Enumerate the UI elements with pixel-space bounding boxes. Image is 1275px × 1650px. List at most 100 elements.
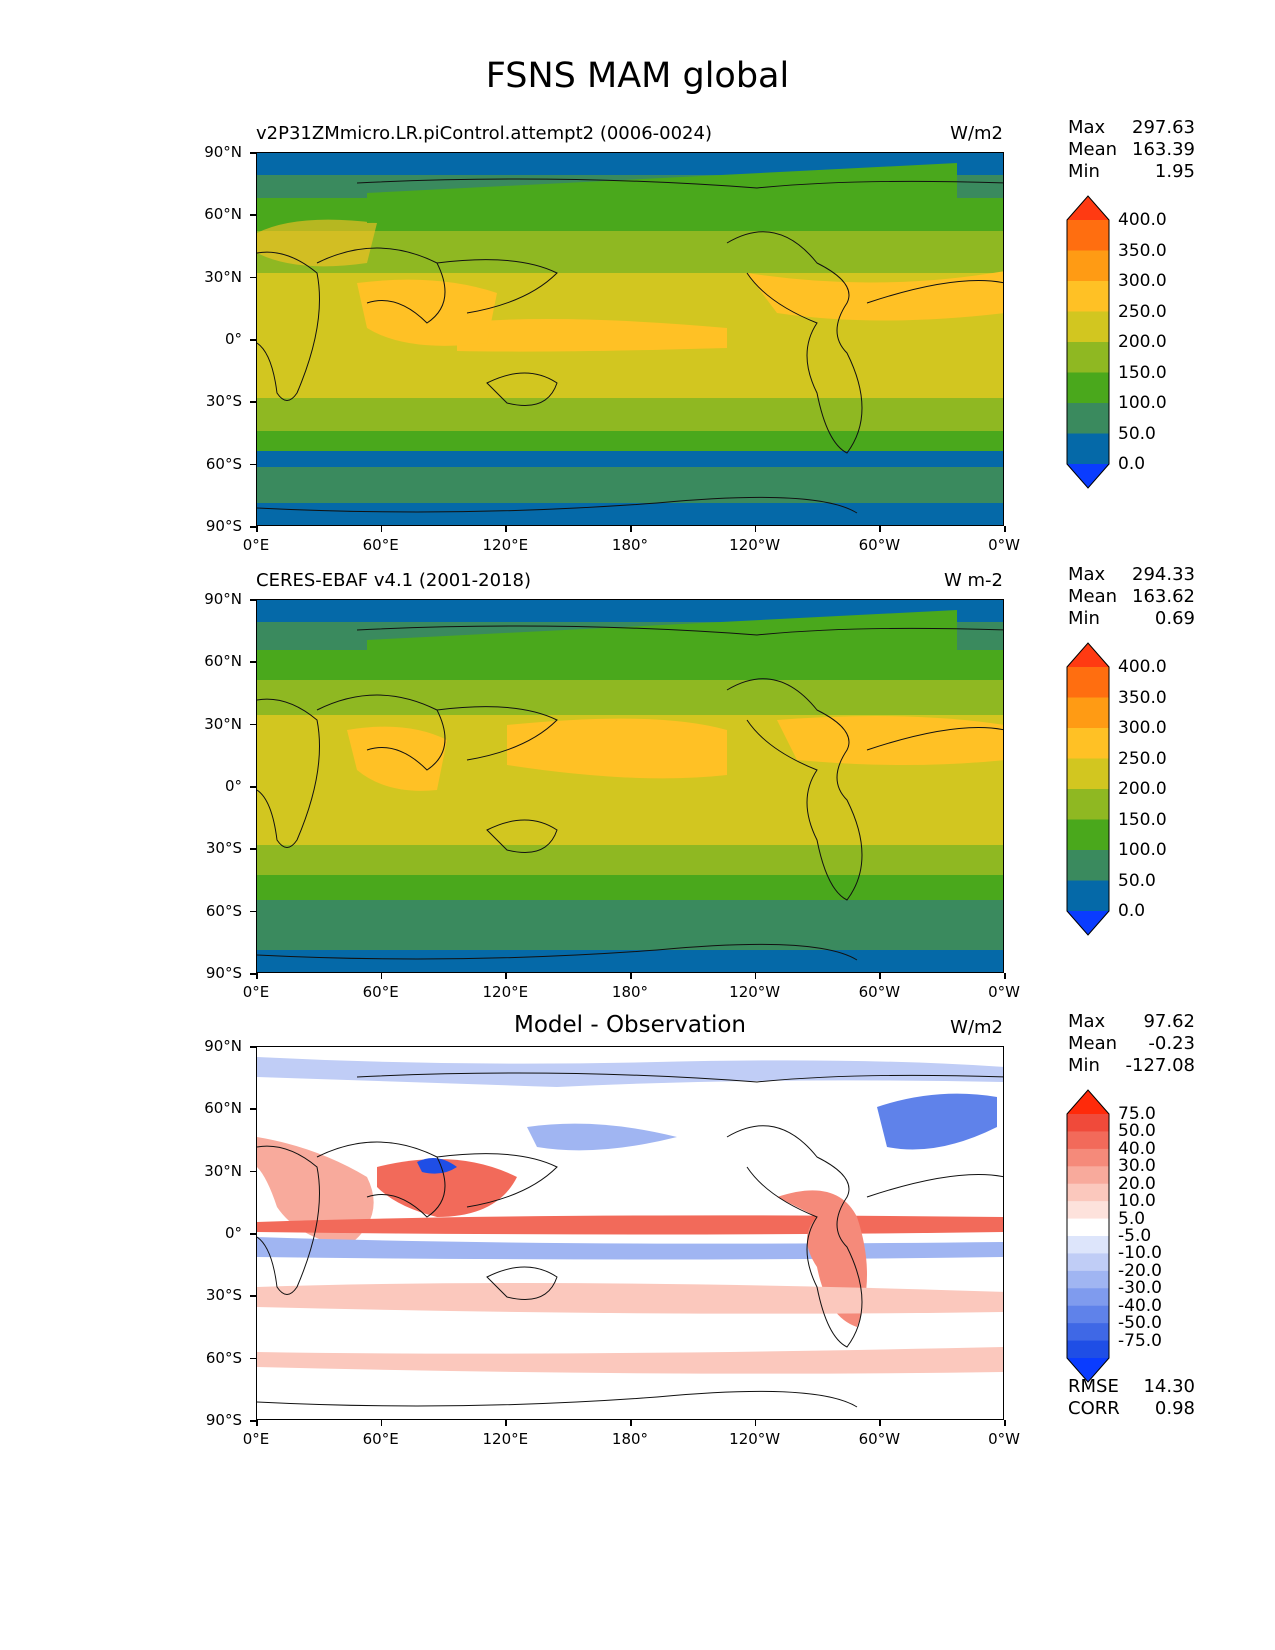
- lon-tick-mark: [380, 526, 383, 532]
- diff-tibet-negative: [417, 1158, 457, 1174]
- lon-tick-mark: [505, 1420, 507, 1426]
- lat-tick-mark: [250, 152, 256, 154]
- colorbar: [1066, 642, 1110, 936]
- diff-southern-ocean-positive: [257, 1347, 1003, 1374]
- colorbar-swatch: [1067, 1131, 1109, 1150]
- lon-tick-mark: [1004, 973, 1006, 979]
- lat-tick-label: 90°S: [205, 1411, 242, 1429]
- lat-tick-label: 30°N: [204, 267, 242, 286]
- colorbar-tick-label: 10.0: [1118, 1191, 1156, 1212]
- stat-label: RMSE: [1068, 1376, 1119, 1397]
- colorbar-tick-label: -40.0: [1118, 1295, 1162, 1316]
- figure-title: FSNS MAM global: [485, 56, 790, 96]
- colorbar-extend-top: [1067, 196, 1109, 220]
- region-north-land: [367, 610, 957, 670]
- stat-label: Mean: [1068, 1033, 1118, 1054]
- lon-tick-label: 60°E: [362, 983, 399, 1001]
- colorbar-swatch: [1067, 250, 1109, 282]
- lat-tick-mark: [250, 723, 256, 726]
- stat-label: Min: [1068, 608, 1100, 629]
- lon-tick-label: 0°E: [242, 983, 270, 1001]
- lon-tick-label: 180°: [611, 983, 649, 1001]
- lat-tick-mark: [250, 276, 256, 279]
- stats-block: Max 297.63 Mean 163.39 Min 1.95: [1068, 117, 1195, 183]
- lon-tick-mark: [879, 973, 881, 979]
- stat-label: Mean: [1068, 139, 1118, 160]
- colorbar-tick-label: 250.0: [1118, 301, 1167, 322]
- lat-tick-mark: [250, 463, 256, 466]
- colorbar-swatch: [1067, 403, 1109, 434]
- lon-tick-label: 180°: [611, 536, 649, 554]
- colorbar-tick-label: 350.0: [1118, 687, 1167, 708]
- lat-tick-label: 30°S: [205, 839, 242, 858]
- colorbar: [1066, 195, 1110, 489]
- colorbar-swatch: [1067, 1305, 1109, 1324]
- colorbar-tick-label: -20.0: [1118, 1260, 1162, 1281]
- colorbar-extend-top: [1067, 1090, 1109, 1114]
- region-pacific-bright: [747, 271, 1003, 321]
- colorbar-outline: [1066, 195, 1110, 489]
- colorbar-tick-label: 300.0: [1118, 718, 1167, 738]
- lat-tick-mark: [250, 1046, 256, 1048]
- colorbar-tick-label: 40.0: [1118, 1138, 1156, 1159]
- colorbar-tick-label: 150.0: [1118, 362, 1167, 383]
- colorbar-tick-label: -50.0: [1118, 1313, 1162, 1334]
- panel-units: W/m2: [950, 123, 1003, 144]
- colorbar-extend-top: [1067, 643, 1109, 667]
- lat-tick-label: 0°: [224, 777, 242, 795]
- panel-title: v2P31ZMmicro.LR.piControl.attempt2 (0006…: [256, 123, 712, 144]
- lon-tick-label: 120°W: [729, 1430, 781, 1448]
- stat-label: Max: [1068, 117, 1106, 138]
- lon-tick-mark: [630, 1420, 632, 1426]
- lon-tick-mark: [256, 526, 258, 532]
- stat-row: Max 297.63: [1068, 117, 1195, 139]
- colorbar-extend-bottom: [1067, 911, 1109, 935]
- colorbar-swatch: [1067, 1201, 1109, 1220]
- error-stats-block: RMSE 14.30 CORR 0.98: [1068, 1376, 1195, 1420]
- lon-tick-mark: [380, 973, 383, 979]
- region-antarctica: [257, 950, 1003, 972]
- region-north-land: [367, 163, 957, 223]
- stat-row: Mean 163.39: [1068, 139, 1195, 161]
- colorbar-tick-label: 50.0: [1118, 1121, 1156, 1142]
- lon-tick-mark: [256, 1420, 258, 1426]
- lon-tick-label: 0°W: [988, 983, 1020, 1001]
- stat-label: Min: [1068, 161, 1100, 182]
- colorbar-outline: [1066, 1089, 1110, 1383]
- colorbar-swatch: [1067, 1218, 1109, 1237]
- stat-value: 163.39: [1132, 139, 1195, 160]
- colorbar-swatch: [1067, 342, 1109, 373]
- panel-units: W m-2: [943, 570, 1003, 591]
- diff-arctic-negative: [257, 1057, 1003, 1087]
- lat-tick-label: 30°N: [204, 714, 242, 733]
- lat-tick-label: 90°S: [205, 517, 242, 535]
- lat-tick-label: 0°: [224, 330, 242, 348]
- lon-tick-label: 180°: [611, 1430, 649, 1448]
- lon-tick-label: 0°E: [242, 536, 270, 554]
- lon-tick-mark: [754, 973, 757, 979]
- stat-row: Min 0.69: [1068, 608, 1195, 630]
- colorbar-swatch: [1067, 1148, 1109, 1167]
- map-observation: [256, 599, 1004, 973]
- lat-tick-mark: [250, 786, 256, 788]
- colorbar-swatch: [1067, 433, 1109, 465]
- map-observation-svg: [257, 600, 1003, 972]
- lat-tick-label: 90°N: [204, 590, 242, 608]
- colorbar-tick-label: 50.0: [1118, 423, 1156, 444]
- panel-title: CERES-EBAF v4.1 (2001-2018): [256, 570, 532, 591]
- colorbar-swatch: [1067, 1166, 1109, 1185]
- lat-tick-label: 90°N: [204, 1037, 242, 1055]
- colorbar-tick-label: 20.0: [1118, 1173, 1156, 1194]
- diff-north-pacific-negative: [527, 1123, 677, 1151]
- map-difference: [256, 1046, 1004, 1420]
- stat-row: Max 294.33: [1068, 564, 1195, 586]
- colorbar-tick-label: 150.0: [1118, 809, 1167, 830]
- colorbar-tick-label: -5.0: [1118, 1226, 1152, 1246]
- colorbar-tick-label: 75.0: [1118, 1104, 1156, 1124]
- region-indian-bright: [347, 726, 447, 791]
- diff-southern-subtropic-positive: [257, 1283, 1003, 1314]
- lat-tick-label: 90°S: [205, 964, 242, 982]
- colorbar-swatch: [1067, 758, 1109, 790]
- lat-tick-mark: [250, 661, 256, 663]
- stat-row: Mean 163.62: [1068, 586, 1195, 608]
